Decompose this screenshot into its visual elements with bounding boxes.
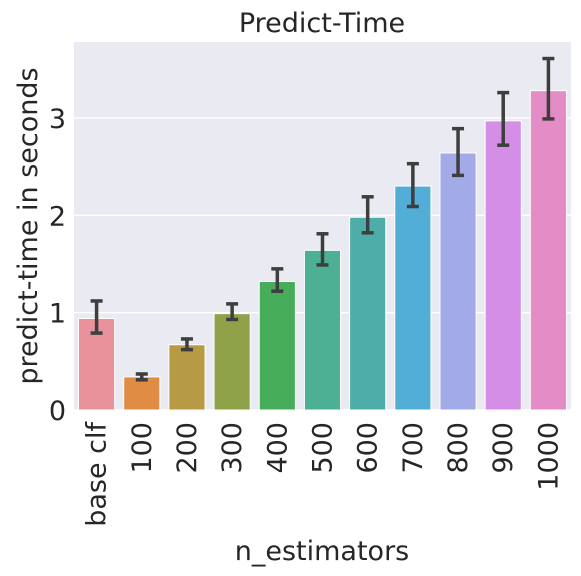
x-tick-label: base clf (82, 421, 113, 527)
y-tick-label: 2 (49, 201, 66, 232)
bar (349, 216, 387, 411)
bar (394, 185, 432, 411)
bar (123, 376, 161, 411)
bars (78, 90, 567, 411)
bar (484, 120, 522, 411)
x-tick-label: 600 (353, 422, 384, 474)
error-bars (90, 56, 555, 382)
x-tick-label: 500 (308, 422, 339, 474)
x-tick-label: 100 (127, 422, 158, 474)
x-ticks: base clf 100 200 300 400 500 600 700 800 900 1000 (82, 421, 565, 527)
y-tick-label: 0 (49, 396, 66, 427)
y-tick-label: 3 (49, 104, 66, 135)
bar (258, 280, 296, 411)
x-tick-label: 400 (262, 422, 293, 474)
bar (213, 313, 251, 411)
y-axis-label: predict-time in seconds (13, 67, 44, 384)
x-tick-label: 900 (488, 422, 519, 474)
y-ticks: 0 1 2 3 (49, 104, 66, 427)
x-tick-label: 200 (172, 422, 203, 474)
bar (168, 344, 206, 411)
x-tick-label: 300 (217, 422, 248, 474)
bar (529, 90, 567, 411)
bar (439, 152, 477, 411)
chart-title: Predict-Time (239, 8, 405, 39)
x-axis-label: n_estimators (235, 536, 410, 567)
bar (303, 249, 342, 411)
x-tick-label: 700 (398, 422, 429, 474)
x-tick-label: 1000 (533, 422, 564, 491)
y-tick-label: 1 (49, 299, 66, 330)
x-tick-label: 800 (443, 422, 474, 474)
